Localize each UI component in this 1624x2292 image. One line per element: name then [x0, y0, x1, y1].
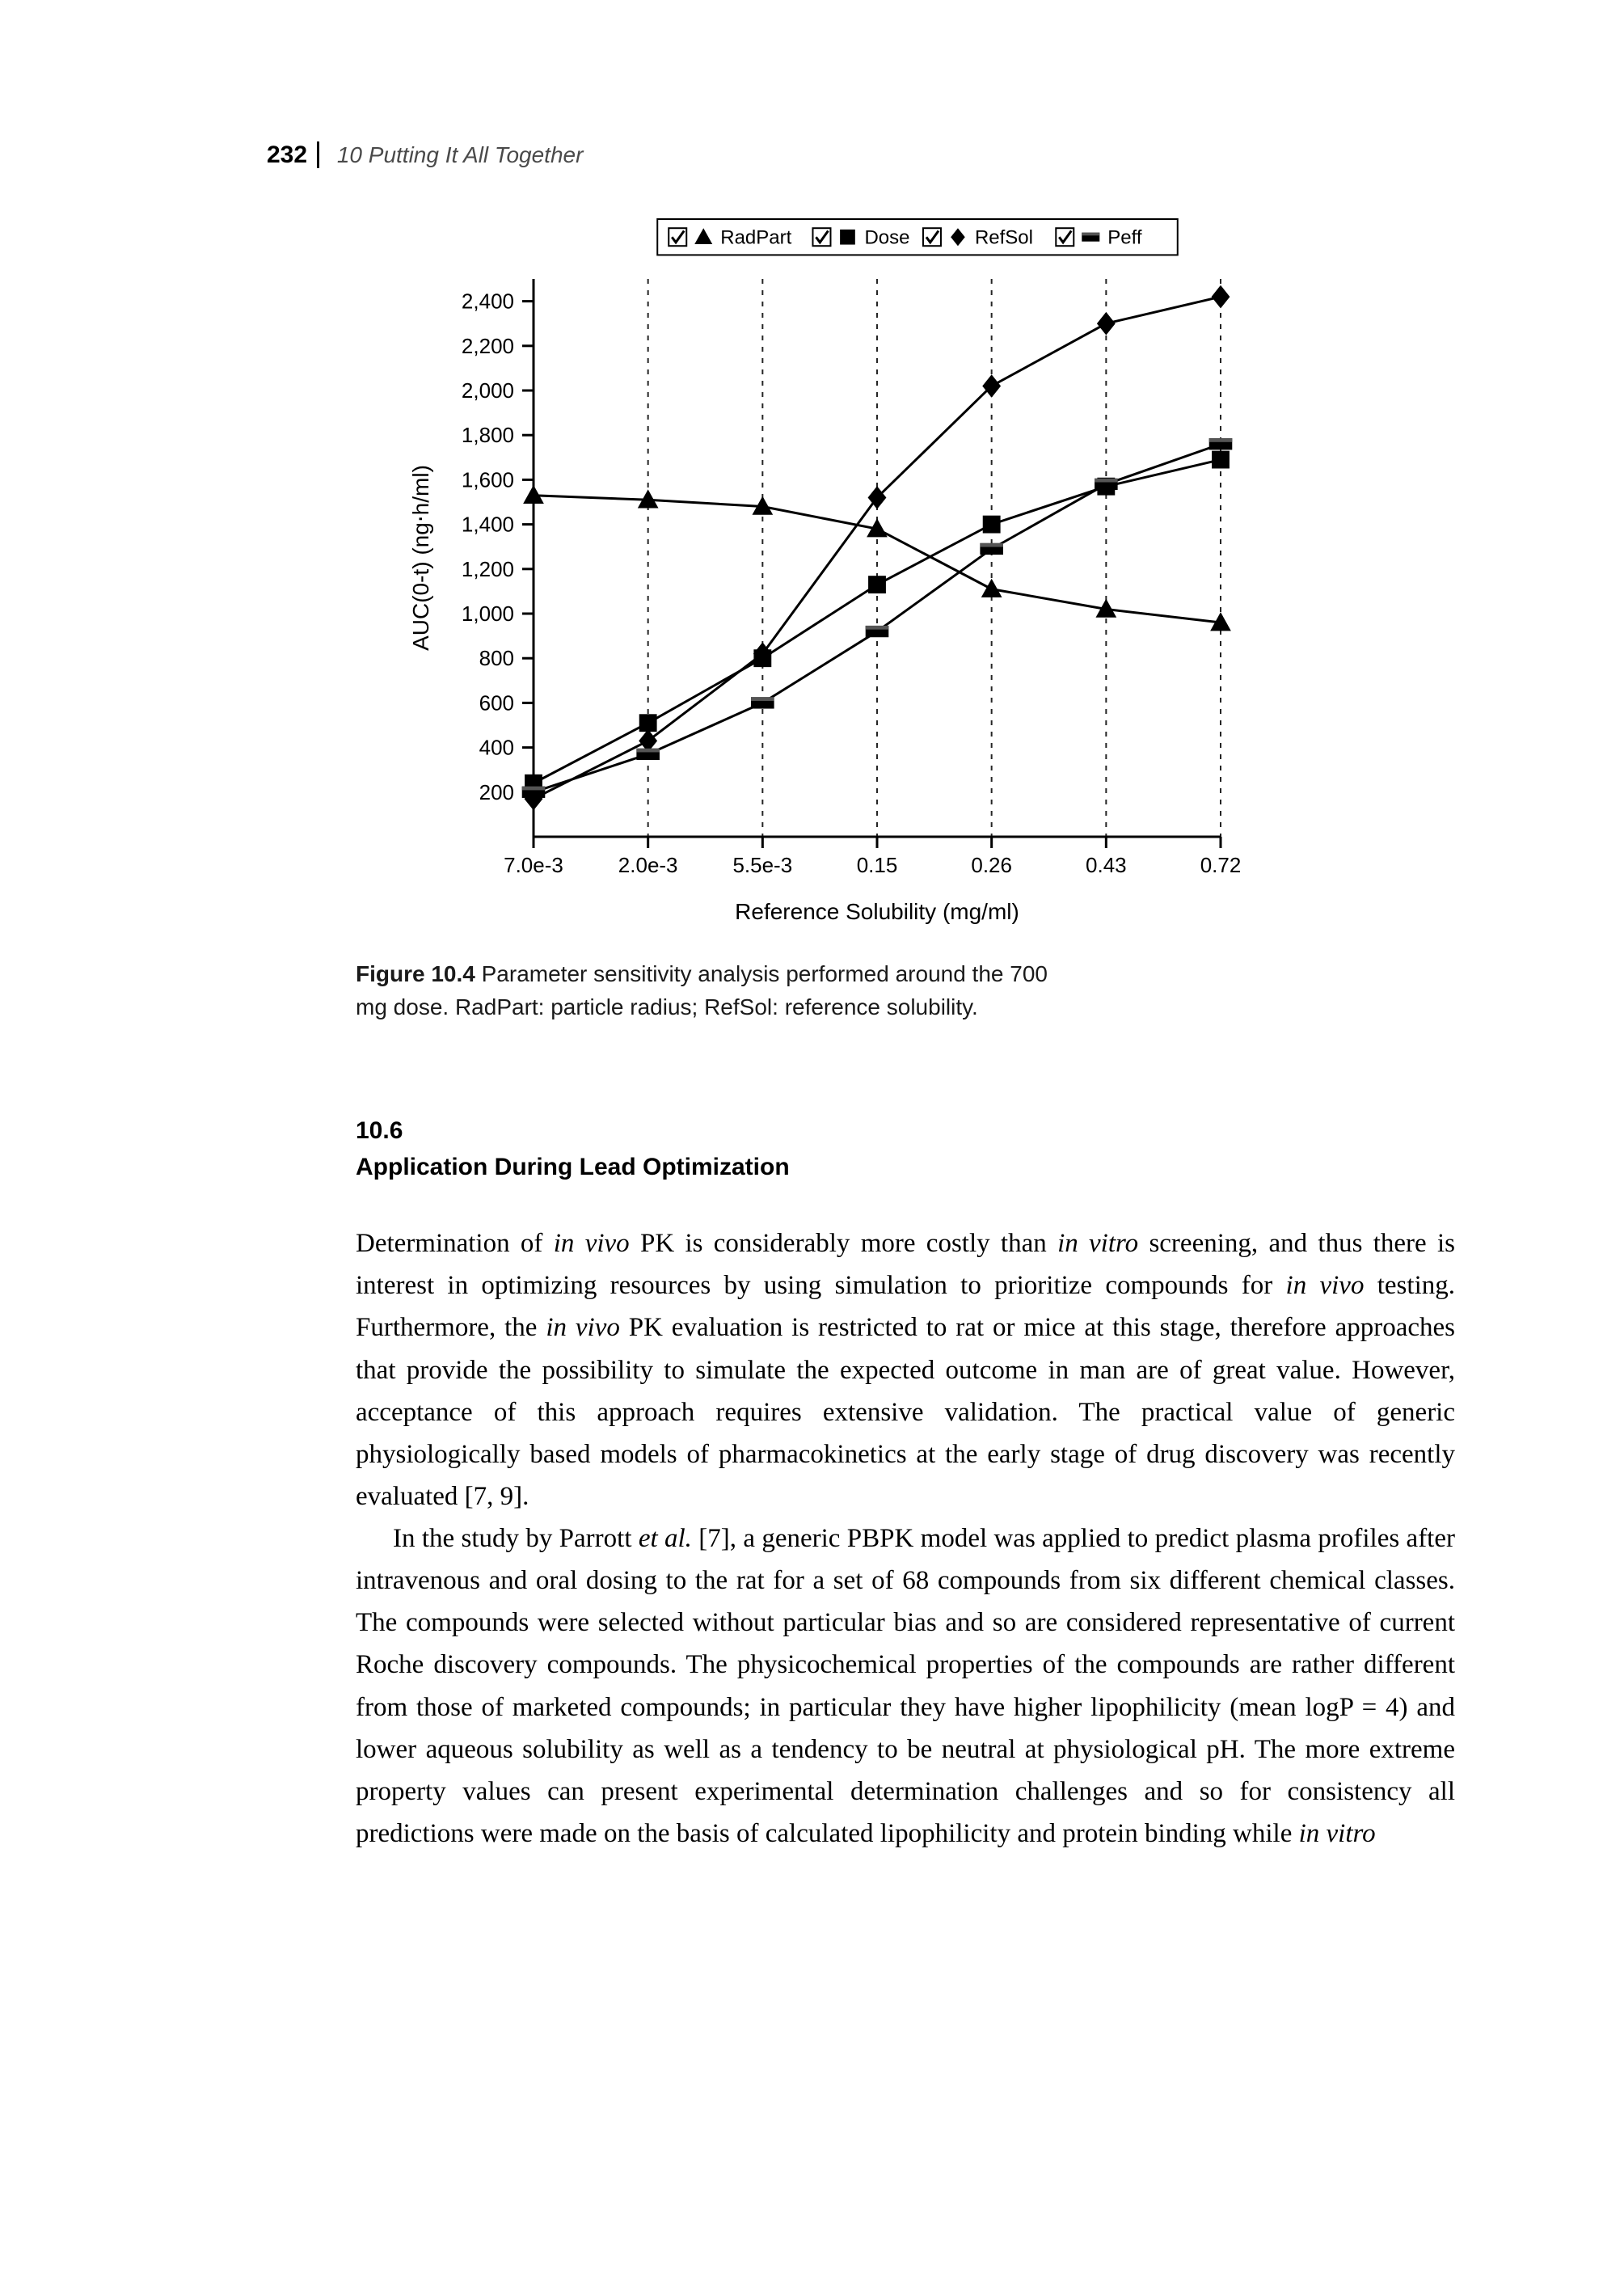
section-number: 10.6 [356, 1112, 1373, 1149]
svg-text:RefSol: RefSol [975, 227, 1033, 249]
section-title: Application During Lead Optimization [356, 1149, 1373, 1185]
svg-text:2.0e-3: 2.0e-3 [618, 853, 678, 877]
svg-text:200: 200 [479, 780, 514, 804]
running-head-text: 10 Putting It All Together [337, 142, 584, 167]
svg-text:1,400: 1,400 [462, 513, 514, 537]
svg-text:1,200: 1,200 [462, 557, 514, 581]
svg-text:2,000: 2,000 [462, 378, 514, 403]
svg-text:5.5e-3: 5.5e-3 [732, 853, 792, 877]
figure-label: Figure 10.4 [356, 961, 475, 986]
svg-text:7.0e-3: 7.0e-3 [504, 853, 563, 877]
svg-text:600: 600 [479, 690, 514, 715]
svg-text:Peff: Peff [1107, 227, 1142, 249]
svg-text:800: 800 [479, 646, 514, 670]
running-header: 232 10 Putting It All Together [267, 141, 583, 169]
body-text: Determination of in vivo PK is considera… [356, 1222, 1455, 1855]
sensitivity-chart: 200 400 600 800 1,000 1,200 1,400 1,600 1,800 2,0… [380, 214, 1253, 934]
svg-text:Dose: Dose [864, 227, 909, 249]
paragraph-2: In the study by Parrott et al. [7], a ge… [356, 1517, 1455, 1855]
svg-text:2,400: 2,400 [462, 289, 514, 314]
svg-text:2,200: 2,200 [462, 334, 514, 358]
svg-text:400: 400 [479, 736, 514, 760]
svg-text:1,800: 1,800 [462, 423, 514, 447]
svg-text:RadPart: RadPart [720, 227, 791, 249]
svg-text:AUC(0-t) (ng⋅h/ml): AUC(0-t) (ng⋅h/ml) [408, 465, 433, 651]
chart-svg: 200 400 600 800 1,000 1,200 1,400 1,600 1,800 2,0… [380, 214, 1253, 934]
page-number: 232 [267, 141, 319, 168]
paragraph-1: Determination of in vivo PK is considera… [356, 1222, 1455, 1517]
figure-caption: Figure 10.4 Parameter sensitivity analys… [356, 958, 1083, 1024]
svg-text:1,600: 1,600 [462, 467, 514, 492]
svg-text:1,000: 1,000 [462, 601, 514, 626]
svg-text:0.26: 0.26 [971, 853, 1012, 877]
svg-text:0.72: 0.72 [1200, 853, 1242, 877]
svg-text:0.15: 0.15 [857, 853, 898, 877]
svg-text:0.43: 0.43 [1086, 853, 1127, 877]
svg-text:Reference Solubility (mg/ml): Reference Solubility (mg/ml) [735, 899, 1019, 924]
section-heading: 10.6 Application During Lead Optimizatio… [356, 1112, 1373, 1185]
